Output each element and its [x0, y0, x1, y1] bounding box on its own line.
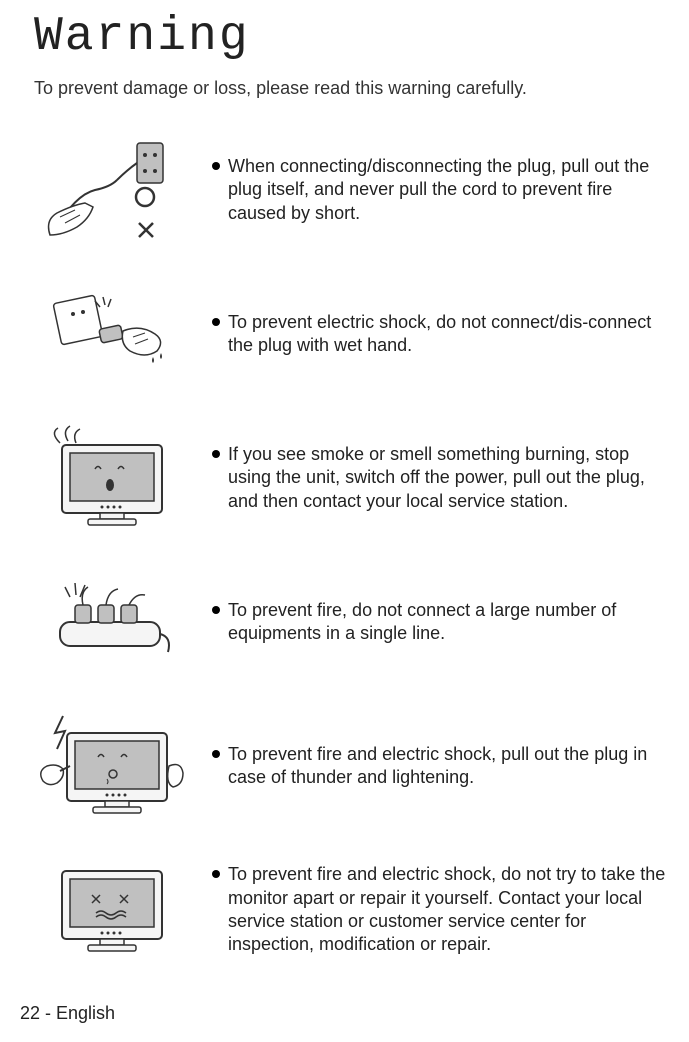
page-subtitle: To prevent damage or loss, please read t… — [34, 78, 669, 99]
warning-item: To prevent fire and electric shock, do n… — [30, 855, 669, 965]
warning-text: When connecting/disconnecting the plug, … — [228, 155, 669, 225]
bullet-icon — [212, 606, 220, 614]
bullet-icon — [212, 750, 220, 758]
warning-text-wrap: If you see smoke or smell something burn… — [212, 443, 669, 513]
warning-text: To prevent electric shock, do not connec… — [228, 311, 669, 358]
warning-item: To prevent fire and electric shock, pull… — [30, 711, 669, 821]
page-footer: 22 - English — [20, 1003, 115, 1024]
disassemble-monitor-icon — [30, 855, 190, 965]
wet-hand-icon — [30, 279, 190, 389]
bullet-icon — [212, 870, 220, 878]
thunder-monitor-icon — [30, 711, 190, 821]
bullet-icon — [212, 318, 220, 326]
warning-item: To prevent fire, do not connect a large … — [30, 567, 669, 677]
bullet-icon — [212, 162, 220, 170]
warning-item: If you see smoke or smell something burn… — [30, 423, 669, 533]
warning-list: When connecting/disconnecting the plug, … — [30, 135, 669, 965]
warning-text-wrap: To prevent fire and electric shock, pull… — [212, 743, 669, 790]
warning-item: To prevent electric shock, do not connec… — [30, 279, 669, 389]
warning-text: If you see smoke or smell something burn… — [228, 443, 669, 513]
page-title: Warning — [34, 10, 669, 64]
plug-pull-icon — [30, 135, 190, 245]
warning-text: To prevent fire and electric shock, pull… — [228, 743, 669, 790]
warning-text-wrap: To prevent fire, do not connect a large … — [212, 599, 669, 646]
power-strip-icon — [30, 567, 190, 677]
warning-text: To prevent fire, do not connect a large … — [228, 599, 669, 646]
smoke-monitor-icon — [30, 423, 190, 533]
warning-text-wrap: To prevent electric shock, do not connec… — [212, 311, 669, 358]
warning-text: To prevent fire and electric shock, do n… — [228, 863, 669, 957]
warning-text-wrap: To prevent fire and electric shock, do n… — [212, 863, 669, 957]
warning-text-wrap: When connecting/disconnecting the plug, … — [212, 155, 669, 225]
bullet-icon — [212, 450, 220, 458]
warning-item: When connecting/disconnecting the plug, … — [30, 135, 669, 245]
